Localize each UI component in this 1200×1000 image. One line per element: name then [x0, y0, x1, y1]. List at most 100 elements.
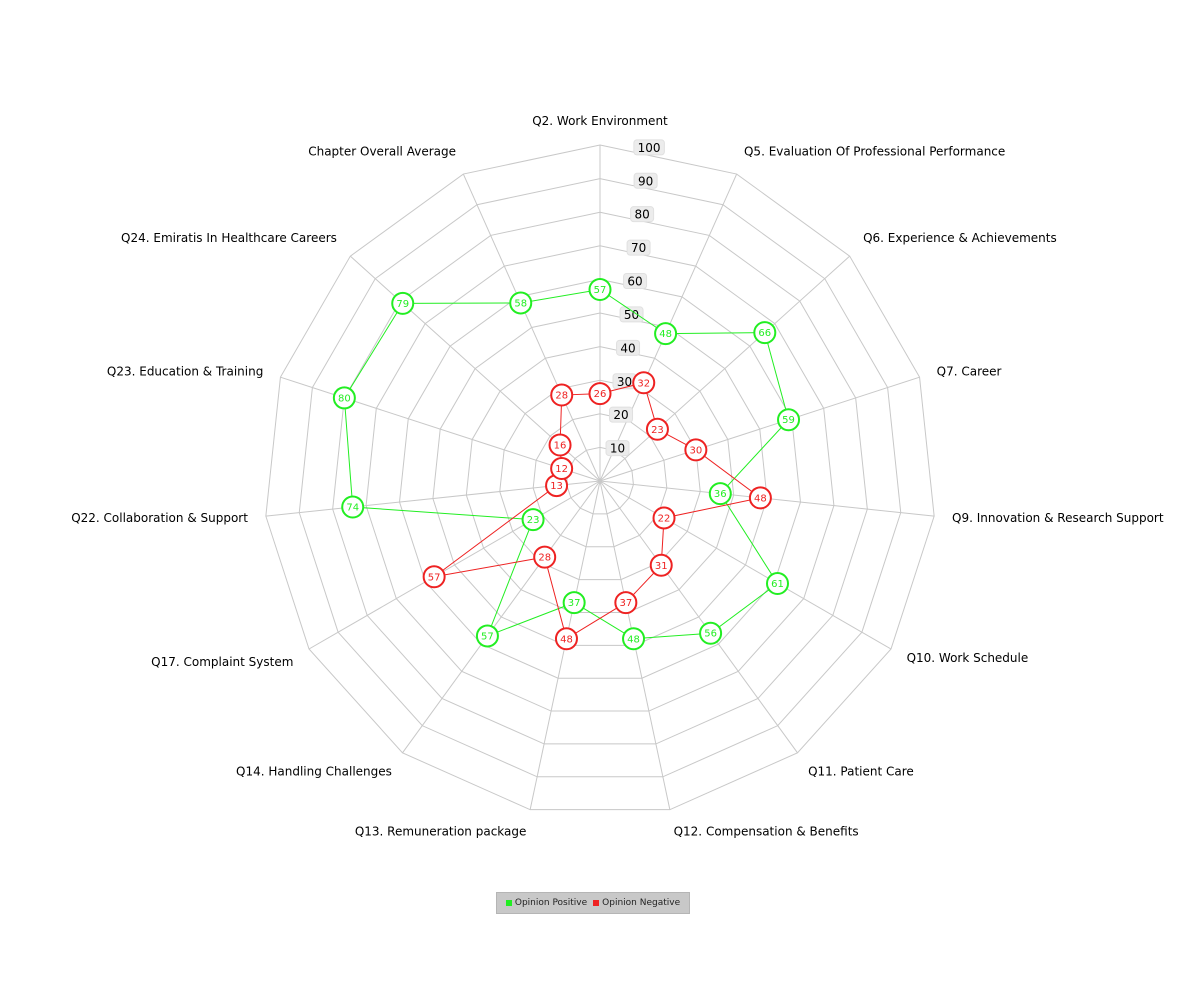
data-label: 28	[538, 553, 551, 564]
data-point[interactable]	[753, 321, 777, 345]
grid-ring-100	[265, 144, 935, 811]
legend-label-positive: Opinion Positive	[514, 898, 588, 908]
data-series: 57 48 66 59 36 61 56 48 37 57 23 74 80 79 58 26 32 23 30 48…	[332, 277, 801, 651]
data-point[interactable]	[708, 482, 732, 506]
tick-label-bg	[605, 440, 630, 457]
data-label: 30	[689, 445, 702, 456]
data-point[interactable]	[521, 508, 545, 532]
data-point[interactable]	[533, 545, 557, 569]
tick-label: 100	[638, 141, 661, 155]
data-point[interactable]	[509, 291, 533, 315]
tick-label: 20	[613, 408, 628, 422]
tick-label-bg	[619, 306, 644, 323]
grid-ring-60	[398, 278, 802, 679]
tick-label: 80	[634, 208, 649, 222]
data-point[interactable]	[654, 322, 678, 346]
data-point[interactable]	[588, 382, 612, 406]
axis-label: Q14. Handling Challenges	[236, 764, 392, 778]
data-label: 79	[396, 299, 409, 310]
grid-spoke	[599, 376, 920, 482]
tick-label-bg	[609, 406, 634, 423]
data-point[interactable]	[632, 371, 656, 395]
axis-label: Chapter Overall Average	[308, 145, 456, 159]
grid-ring-30	[499, 379, 701, 581]
tick-label: 40	[620, 341, 635, 355]
data-point[interactable]	[550, 457, 574, 481]
axis-label: Q12. Compensation & Benefits	[674, 824, 859, 838]
legend-item-negative[interactable]: Opinion Negative	[593, 898, 680, 908]
data-point[interactable]	[614, 591, 638, 615]
data-point[interactable]	[332, 386, 356, 410]
grid-ring-80	[332, 211, 868, 745]
tick-label-bg	[633, 139, 665, 156]
data-label: 48	[560, 634, 573, 645]
data-point[interactable]	[554, 627, 578, 651]
data-point[interactable]	[562, 591, 586, 615]
tick-label: 60	[627, 275, 642, 289]
axis-label: Q22. Collaboration & Support	[71, 511, 248, 525]
data-point[interactable]	[777, 408, 801, 432]
data-point[interactable]	[684, 438, 708, 462]
grid-spoke	[599, 480, 798, 754]
axis-label: Q5. Evaluation Of Professional Performan…	[744, 145, 1005, 159]
grid-ring-70	[365, 245, 835, 712]
grid-spoke	[599, 480, 892, 650]
data-label: 28	[555, 391, 568, 402]
data-label: 74	[346, 502, 359, 513]
data-point[interactable]	[766, 571, 790, 595]
data-label: 23	[527, 515, 540, 526]
data-label: 57	[481, 631, 494, 642]
data-label: 12	[555, 464, 568, 475]
legend-label-negative: Opinion Negative	[602, 898, 681, 908]
data-point[interactable]	[475, 624, 499, 648]
data-label: 36	[714, 489, 727, 500]
series-positive: 57 48 66 59 36 61 56 48 37 57 23 74 80 79 58	[332, 277, 801, 651]
data-label: 22	[658, 513, 671, 524]
data-label: 58	[514, 298, 527, 309]
data-point[interactable]	[652, 506, 676, 530]
tick-label-bg	[633, 172, 658, 189]
axis-label: Q9. Innovation & Research Support	[952, 511, 1164, 525]
data-label: 57	[428, 572, 441, 583]
axis-label: Q23. Education & Training	[107, 365, 263, 379]
data-point[interactable]	[649, 553, 673, 577]
data-label: 48	[627, 634, 640, 645]
data-label: 37	[619, 598, 632, 609]
grid-ring-50	[432, 312, 768, 646]
data-label: 23	[651, 425, 664, 436]
radar-grid	[265, 144, 935, 811]
data-label: 48	[659, 329, 672, 340]
legend: Opinion Positive Opinion Negative	[496, 892, 690, 914]
axis-labels: Q2. Work Environment Q5. Evaluation Of Pr…	[71, 114, 1164, 838]
legend-item-positive[interactable]: Opinion Positive	[505, 898, 588, 908]
tick-label-bg	[623, 273, 648, 290]
data-label: 80	[338, 393, 351, 404]
data-point[interactable]	[622, 627, 646, 651]
axis-label: Q6. Experience & Achievements	[863, 231, 1057, 245]
data-point[interactable]	[588, 277, 612, 301]
axis-label: Q11. Patient Care	[808, 764, 914, 778]
data-point[interactable]	[550, 383, 574, 407]
tick-label: 30	[617, 375, 632, 389]
data-point[interactable]	[391, 291, 415, 315]
data-point[interactable]	[341, 495, 365, 519]
tick-label-bg	[616, 339, 641, 356]
data-label: 26	[594, 389, 607, 400]
data-label: 13	[550, 481, 563, 492]
data-point[interactable]	[548, 433, 572, 457]
data-point[interactable]	[645, 417, 669, 441]
data-label: 37	[568, 598, 581, 609]
data-point[interactable]	[699, 621, 723, 645]
grid-spoke	[308, 480, 601, 650]
data-point[interactable]	[748, 486, 772, 510]
data-point[interactable]	[422, 565, 446, 589]
grid-spoke	[462, 173, 601, 482]
tick-label: 90	[638, 174, 653, 188]
axis-label: Q17. Complaint System	[151, 655, 293, 669]
series-line	[433, 382, 762, 640]
radial-tick-labels: 10 20 30 40 50 60 70 80 90 100	[605, 139, 665, 457]
data-label: 48	[754, 493, 767, 504]
series-negative: 26 32 23 30 48 22 31 37 48 28 57 13 12 16 28	[422, 371, 772, 651]
axis-label: Q2. Work Environment	[532, 114, 668, 128]
data-label: 31	[655, 561, 668, 572]
